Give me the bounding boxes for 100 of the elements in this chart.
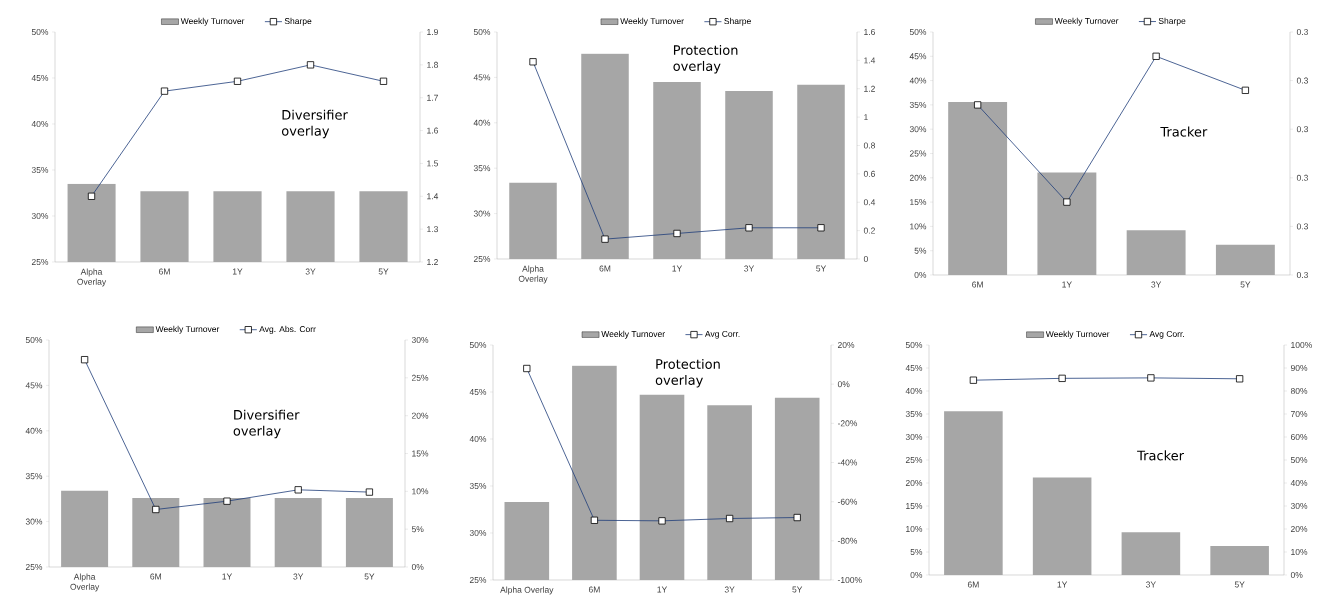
- x-tick-label: 6M: [159, 268, 170, 275]
- y2-tick-label: 1.5: [427, 160, 438, 167]
- y2-tick-label: 80%: [1290, 388, 1308, 394]
- y2-tick-label: -20%: [837, 420, 858, 427]
- y-tick-label: 25%: [905, 457, 923, 463]
- x-tick-label: 5Y: [1234, 581, 1245, 588]
- y2-tick-label: 10%: [1291, 549, 1308, 555]
- y2-tick-label: 90%: [1290, 365, 1308, 371]
- y-tick-label: 45%: [473, 74, 491, 81]
- legend-label: Sharpe: [284, 17, 312, 26]
- y2-tick-label: 60%: [1290, 434, 1308, 441]
- y-tick-label: 40%: [909, 77, 927, 84]
- y2-tick-label: 0.3: [1296, 29, 1308, 36]
- y-tick-label: 0%: [914, 272, 927, 278]
- x-tick-label: 3Y: [1151, 281, 1162, 288]
- x-tick-label: 3Y: [744, 265, 755, 272]
- x-tick-label: Alpha Overlay: [518, 265, 548, 284]
- y2-tick-label: -60%: [837, 498, 858, 505]
- legend-label: Sharpe: [1158, 17, 1186, 26]
- annotation: Diversifier overlay: [233, 409, 300, 439]
- y2-tick-label: 0.3: [1296, 223, 1308, 230]
- annotation: Diversifier overlay: [281, 109, 348, 139]
- y-tick-label: 50%: [905, 342, 923, 349]
- y-tick-label: 35%: [469, 483, 487, 489]
- annotation: Tracker: [1160, 126, 1208, 137]
- y-tick-label: 40%: [25, 427, 43, 434]
- y2-tick-label: 1.4: [427, 193, 439, 200]
- legend-label: Weekly Turnover: [180, 17, 245, 26]
- y-tick-label: 45%: [469, 389, 487, 395]
- y2-tick-label: 20%: [1290, 526, 1308, 533]
- y2-tick-label: 1.2: [864, 85, 875, 92]
- y-tick-label: 30%: [905, 434, 923, 441]
- y2-tick-label: 0.8: [863, 142, 875, 149]
- y2-tick-label: 40%: [1290, 480, 1308, 486]
- y2-tick-label: 30%: [411, 337, 429, 344]
- x-tick-label: 5Y: [792, 586, 803, 593]
- y2-tick-label: 0.3: [1296, 174, 1308, 181]
- x-tick-label: 5Y: [1240, 281, 1251, 288]
- y-tick-label: 5%: [914, 247, 927, 254]
- legend-label: Avg Corr.: [1149, 330, 1184, 339]
- y-tick-label: 0%: [910, 572, 923, 578]
- y-tick-label: 35%: [473, 165, 491, 172]
- x-tick-label: 6M: [972, 281, 983, 288]
- y-tick-label: 25%: [469, 577, 487, 583]
- y-tick-label: 30%: [473, 210, 491, 217]
- y2-tick-label: 0.6: [863, 170, 875, 177]
- x-tick-label: 1Y: [222, 573, 233, 580]
- y-tick-label: 5%: [910, 549, 923, 555]
- x-tick-label: 5Y: [364, 573, 375, 580]
- x-tick-label: 6M: [588, 586, 600, 593]
- y-tick-label: 40%: [31, 120, 49, 127]
- y-tick-label: 35%: [25, 473, 43, 480]
- y2-tick-label: 20%: [411, 412, 429, 419]
- legend-label: Weekly Turnover: [601, 330, 665, 339]
- y2-tick-label: 50%: [1290, 457, 1308, 463]
- y2-tick-label: -100%: [837, 577, 862, 583]
- y2-tick-label: 25%: [411, 374, 429, 381]
- y-tick-label: 45%: [909, 53, 927, 60]
- y-tick-label: 35%: [31, 167, 49, 173]
- y-tick-label: 45%: [905, 365, 923, 371]
- y2-tick-label: 20%: [837, 342, 855, 348]
- y2-tick-label: 0.3: [1296, 126, 1308, 133]
- y2-tick-label: 0%: [1290, 572, 1303, 578]
- y2-tick-label: 1.6: [427, 127, 438, 134]
- y-tick-label: 20%: [909, 174, 927, 181]
- y-tick-label: 25%: [25, 564, 43, 570]
- legend-label: Weekly Turnover: [1054, 17, 1119, 26]
- x-tick-label: 6M: [150, 573, 162, 580]
- y-tick-label: 35%: [905, 411, 923, 418]
- x-tick-label: 3Y: [724, 586, 735, 593]
- y-tick-label: 30%: [469, 530, 487, 537]
- y2-tick-label: 5%: [411, 526, 424, 533]
- y-tick-label: 50%: [473, 29, 491, 35]
- y2-tick-label: 1.7: [427, 94, 438, 101]
- y-tick-label: 40%: [473, 119, 491, 126]
- x-tick-label: 1Y: [1057, 581, 1068, 588]
- x-tick-label: 1Y: [232, 268, 243, 275]
- y2-tick-label: 0%: [411, 564, 424, 570]
- annotation: Protection overlay: [655, 358, 720, 388]
- y2-tick-label: 70%: [1290, 411, 1308, 417]
- legend-label: Avg Corr.: [704, 330, 740, 339]
- x-tick-label: 6M: [967, 581, 979, 588]
- y-tick-label: 40%: [905, 388, 923, 395]
- x-tick-label: 3Y: [305, 268, 316, 275]
- y-tick-label: 30%: [909, 126, 927, 133]
- y2-tick-label: 1.4: [864, 57, 876, 64]
- y2-tick-label: 0.2: [863, 227, 875, 234]
- y2-tick-label: 1.3: [427, 226, 438, 233]
- y-tick-label: 10%: [910, 223, 927, 230]
- y2-tick-label: 0.3: [1296, 272, 1308, 278]
- y-tick-label: 35%: [909, 101, 927, 108]
- legend-label: Weekly Turnover: [1045, 330, 1110, 339]
- y-tick-label: 50%: [469, 342, 487, 349]
- y-tick-label: 30%: [25, 518, 43, 525]
- y2-tick-label: 1.6: [864, 28, 875, 35]
- y-tick-label: 45%: [31, 75, 49, 81]
- y-tick-label: 40%: [469, 436, 487, 443]
- y2-tick-label: 0.4: [863, 199, 876, 206]
- x-tick-label: 1Y: [657, 586, 668, 593]
- x-tick-label: 6M: [599, 265, 611, 272]
